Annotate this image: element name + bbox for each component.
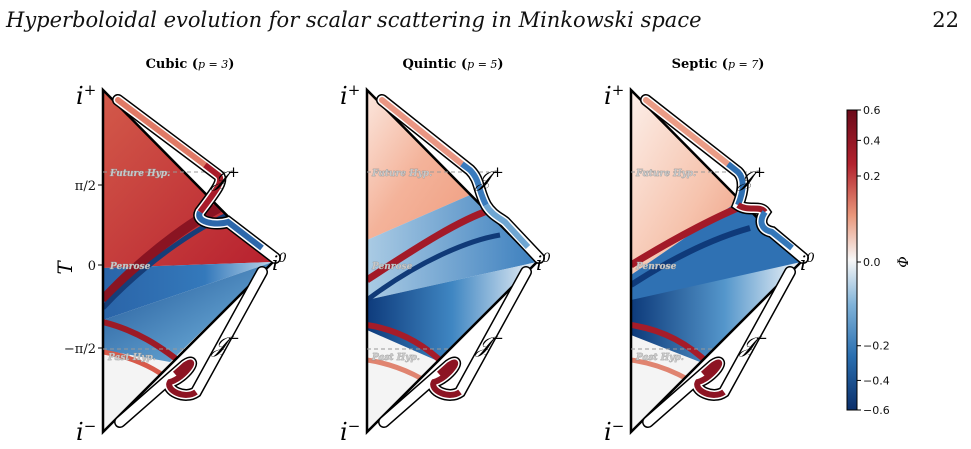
page-header: Hyperboloidal evolution for scalar scatt…	[0, 0, 971, 40]
i-minus-label: i−	[340, 417, 360, 445]
colorbar-tick-label: −0.2	[863, 340, 890, 353]
colorbar-tick-label: 0.0	[863, 256, 881, 269]
i-plus-label: i+	[604, 81, 624, 110]
i-minus-label: i−	[76, 417, 96, 445]
ytick-label: π/2	[75, 179, 96, 194]
panel-septic: Septic (p = 7) Future Hyp. Penrose Past …	[604, 57, 815, 446]
i-zero-label: i0	[272, 251, 287, 275]
colorbar-tick-label: −0.6	[863, 404, 890, 417]
colorbar-tick-label: 0.2	[863, 170, 881, 183]
i-minus-label: i−	[604, 417, 624, 445]
slice-label-penrose: Penrose	[635, 262, 677, 272]
colorbar-ticks: 0.6 0.4 0.2 0.0 −0.2 −0.4 −0.6	[857, 104, 890, 417]
panel-cubic: Cubic (p = 3) Future Hyp. Penrose Past H…	[53, 57, 287, 446]
i-plus-label: i+	[76, 81, 96, 110]
colorbar-label: Φ	[896, 256, 912, 267]
scri-plus-label: 𝒥+	[737, 163, 766, 192]
slice-label-future: Future Hyp.	[371, 169, 432, 179]
i-zero-label: i0	[536, 251, 551, 275]
scri-plus-label: 𝒥+	[475, 163, 504, 192]
colorbar-gradient	[846, 109, 858, 411]
scri-plus-label: 𝒥+	[211, 163, 240, 192]
ytick-label: −π/2	[64, 342, 96, 357]
colorbar-tick-label: −0.4	[863, 374, 890, 387]
slice-label-penrose: Penrose	[371, 262, 413, 272]
panel-title-cubic: Cubic (p = 3)	[146, 57, 235, 72]
i-plus-label: i+	[340, 81, 360, 110]
scri-minus-label: 𝒥−	[211, 329, 240, 358]
ytick-label: 0	[88, 259, 96, 274]
slice-label-past: Past Hyp.	[107, 353, 156, 363]
slice-label-future: Future Hyp.	[109, 169, 170, 179]
i-zero-label: i0	[800, 251, 815, 275]
figure: Cubic (p = 3) Future Hyp. Penrose Past H…	[0, 40, 971, 449]
slice-label-past: Past Hyp.	[635, 353, 684, 363]
page-number: 22	[932, 8, 959, 32]
slice-label-penrose: Penrose	[109, 262, 151, 272]
colorbar: 0.6 0.4 0.2 0.0 −0.2 −0.4 −0.6 Φ	[846, 104, 912, 417]
slice-label-future: Future Hyp.	[635, 169, 696, 179]
panel-quintic: Quintic (p = 5) Future Hyp. Penrose Past…	[340, 57, 551, 446]
scri-minus-label: 𝒥−	[739, 329, 768, 358]
panel-title-septic: Septic (p = 7)	[672, 57, 765, 72]
scri-minus-label: 𝒥−	[475, 329, 504, 358]
figure-svg: Cubic (p = 3) Future Hyp. Penrose Past H…	[53, 57, 912, 446]
panel-title-quintic: Quintic (p = 5)	[402, 57, 503, 72]
y-axis-label: T	[53, 260, 77, 275]
colorbar-tick-label: 0.4	[863, 134, 881, 147]
colorbar-tick-label: 0.6	[863, 104, 881, 117]
slice-label-past: Past Hyp.	[371, 353, 420, 363]
running-title: Hyperboloidal evolution for scalar scatt…	[6, 8, 702, 32]
